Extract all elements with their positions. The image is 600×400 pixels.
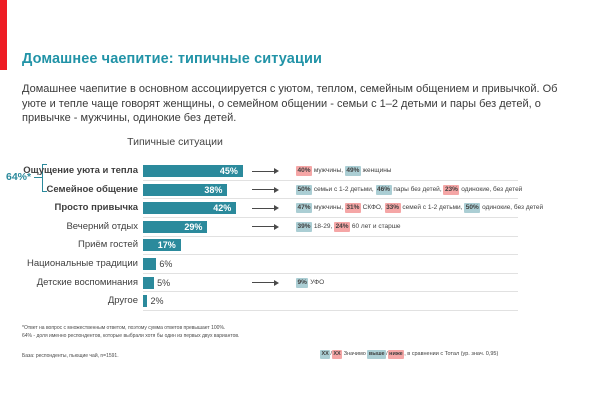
annotation-text: СКФО, — [360, 204, 385, 212]
bar — [143, 220, 208, 233]
significance-legend: XX/XX Значимо выше/ниже, в сравнении с Т… — [320, 350, 498, 359]
annotation-text: Значимо — [342, 351, 368, 357]
row-separator — [143, 310, 518, 311]
annotation-text: одинокие, без детей — [480, 204, 544, 212]
significance-chip-higher: 46% — [375, 184, 392, 195]
base-note: База: респонденты, пьющие чай, n=1591. — [22, 353, 119, 359]
significance-chip-lower: 40% — [296, 166, 313, 176]
bar-value-label: 38% — [204, 184, 223, 195]
group-bracket-connector — [34, 176, 42, 178]
bar — [143, 295, 148, 308]
category-label: Вечерний отдых — [66, 220, 138, 232]
group-bracket-vertical — [42, 164, 44, 192]
category-label: Просто привычка — [54, 202, 138, 214]
annotation-text: 60 лет и старше — [350, 222, 401, 230]
bar — [143, 183, 228, 196]
significance-chip-higher: 50% — [464, 203, 481, 214]
significance-chip-higher: 9% — [296, 277, 309, 288]
row-separator — [143, 272, 518, 274]
annotation-text: пары без детей, — [391, 185, 444, 193]
annotation-text: семей с 1-2 детьми, — [400, 204, 465, 212]
bar-annotation: 39% 18-29, 24% 60 лет и старше — [296, 221, 401, 232]
significance-chip-higher: 49% — [344, 166, 361, 176]
annotation-text: женщины — [360, 167, 392, 174]
footnote-line-1: *Ответ на вопрос с множественным ответом… — [22, 325, 226, 331]
category-label: Детские воспоминания — [36, 276, 138, 288]
bar-annotation: 50% семьи с 1-2 детьми, 46% пары без дет… — [296, 184, 523, 195]
annotation-text: семьи с 1-2 детьми, — [312, 185, 376, 193]
arrow-right-icon — [252, 168, 279, 174]
significance-chip-higher: 39% — [296, 221, 313, 232]
bar-value-label: 42% — [213, 203, 232, 214]
category-label: Ощущение уюта и тепла — [23, 165, 138, 176]
arrow-right-icon — [252, 279, 279, 286]
significance-chip-lower: 24% — [334, 221, 351, 232]
bar-value-label: 17% — [157, 240, 176, 251]
row-separator — [143, 291, 518, 293]
category-label: Приём гостей — [78, 239, 138, 251]
row-separator — [143, 254, 518, 256]
bar-annotation: 47% мужчины, 31% СКФО, 33% семей с 1-2 д… — [296, 203, 544, 214]
annotation-text: 18-29, — [312, 222, 335, 230]
row-separator — [143, 198, 518, 200]
row-separator — [143, 235, 518, 237]
annotation-text: УФО — [308, 278, 325, 286]
row-separator — [143, 179, 518, 181]
bar — [143, 276, 155, 289]
chart-title: Типичные ситуации — [127, 136, 223, 148]
annotation-text: / — [386, 351, 388, 357]
arrow-right-icon — [252, 205, 279, 212]
arrow-right-icon — [252, 186, 279, 193]
footnote-line-2: 64% - доля именно респондентов, которые … — [22, 333, 240, 339]
annotation-text: , в сравнении с Тотал (ур. знач. 0,95) — [404, 351, 499, 357]
category-label: Семейное общение — [46, 183, 138, 195]
bar — [143, 202, 237, 215]
annotation-text: мужчины, — [312, 167, 345, 174]
row-separator — [143, 217, 518, 218]
summary-text: Домашнее чаепитие в основном ассоциирует… — [22, 83, 558, 124]
bar — [143, 258, 157, 270]
significance-chip-higher: 50% — [296, 184, 313, 195]
significance-chip-lower: 33% — [384, 203, 401, 214]
significance-chip-lower: 31% — [344, 203, 361, 214]
significance-chip-lower: 23% — [443, 184, 460, 195]
group-bracket-tick-bottom — [42, 190, 47, 192]
bar-annotation: 40% мужчины, 49% женщины — [296, 166, 391, 176]
significance-chip-higher: 47% — [296, 203, 313, 214]
annotation-text: / — [330, 351, 332, 357]
significance-chip-lower: ниже — [387, 350, 405, 359]
category-label: Другое — [107, 295, 138, 307]
significance-chip-higher: XX — [320, 350, 331, 359]
group-bracket-tick-top — [42, 164, 47, 166]
bar-annotation: 9% УФО — [296, 277, 325, 288]
bar-value-label: 2% — [150, 296, 164, 307]
annotation-text: одинокие, без детей — [459, 185, 523, 193]
category-label: Национальные традиции — [26, 258, 138, 269]
bar-value-label: 5% — [157, 277, 171, 288]
bar — [143, 165, 243, 177]
annotation-text: мужчины, — [312, 204, 345, 212]
accent-bar — [0, 0, 7, 70]
significance-chip-lower: XX — [331, 350, 343, 359]
group-note-label: 64%* — [6, 171, 32, 183]
bar-value-label: 45% — [219, 166, 238, 176]
significance-chip-higher: выше — [367, 350, 387, 359]
bar — [143, 239, 181, 252]
bar-value-label: 29% — [184, 221, 203, 232]
page-title: Домашнее чаепитие: типичные ситуации — [22, 51, 322, 67]
arrow-right-icon — [252, 223, 279, 230]
bar-value-label: 6% — [159, 259, 173, 269]
